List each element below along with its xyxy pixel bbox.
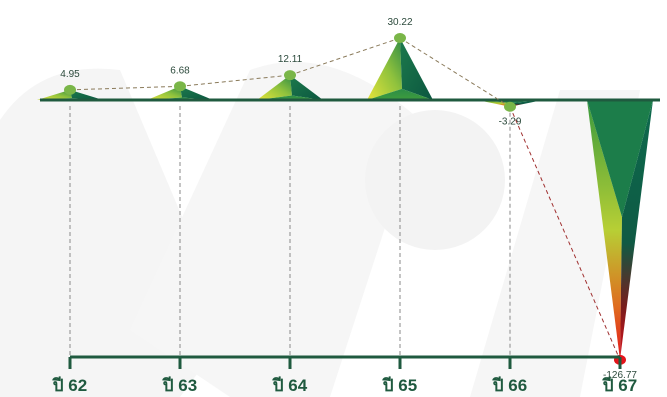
value-label: -126.77: [603, 370, 637, 381]
connector-line: [289, 37, 401, 76]
area-face-right: [400, 38, 433, 100]
value-label: 6.68: [170, 65, 190, 76]
area-face-right: [290, 75, 323, 100]
area-mark-3: [257, 75, 323, 100]
area-face-left: [37, 89, 72, 100]
x-axis: ปี 62 ปี 63 ปี 64 ปี 65 ปี 66 ปี 67: [52, 355, 637, 395]
value-label: 30.22: [387, 17, 412, 28]
value-marker: [284, 70, 296, 81]
value-labels: 4.95 6.68 12.11 30.22 -3.29 -126.77: [60, 17, 637, 381]
x-tick-label: ปี 62: [52, 375, 87, 395]
area-mark-6: [587, 100, 653, 360]
area-face-right: [620, 100, 653, 360]
value-label: -3.29: [499, 117, 522, 128]
value-marker: [64, 84, 76, 95]
watermark-background: [0, 61, 640, 397]
area-face-right: [510, 100, 543, 107]
connector-line: [399, 37, 511, 108]
watermark-circle: [365, 110, 505, 250]
x-tick-label: ปี 66: [492, 375, 527, 395]
watermark-shape-center: [130, 61, 420, 397]
x-tick-label: ปี 64: [272, 375, 308, 395]
area-mark-4: [367, 38, 433, 100]
value-label: 12.11: [278, 54, 303, 65]
x-tick-label: ปี 67: [602, 375, 637, 395]
value-marker: [174, 81, 186, 92]
area-face-left: [587, 100, 622, 360]
value-markers: [64, 33, 626, 365]
area-face-left: [477, 100, 512, 107]
value-label: 4.95: [60, 69, 80, 80]
area-face-bottom: [367, 88, 433, 100]
area-face-left: [367, 38, 402, 100]
value-marker: [394, 33, 406, 44]
area-face-left: [257, 75, 292, 100]
area-face-left: [147, 86, 182, 100]
area-face-top: [587, 100, 653, 217]
connector-line: [69, 85, 181, 91]
data-areas: [37, 38, 653, 360]
x-tick-label: ปี 65: [382, 375, 417, 395]
x-tick-label: ปี 63: [162, 375, 197, 395]
area-face-right: [180, 86, 213, 100]
area-face-right: [70, 89, 103, 100]
connector-line: [179, 74, 291, 87]
value-connectors: [69, 37, 621, 361]
value-marker: [504, 101, 516, 112]
